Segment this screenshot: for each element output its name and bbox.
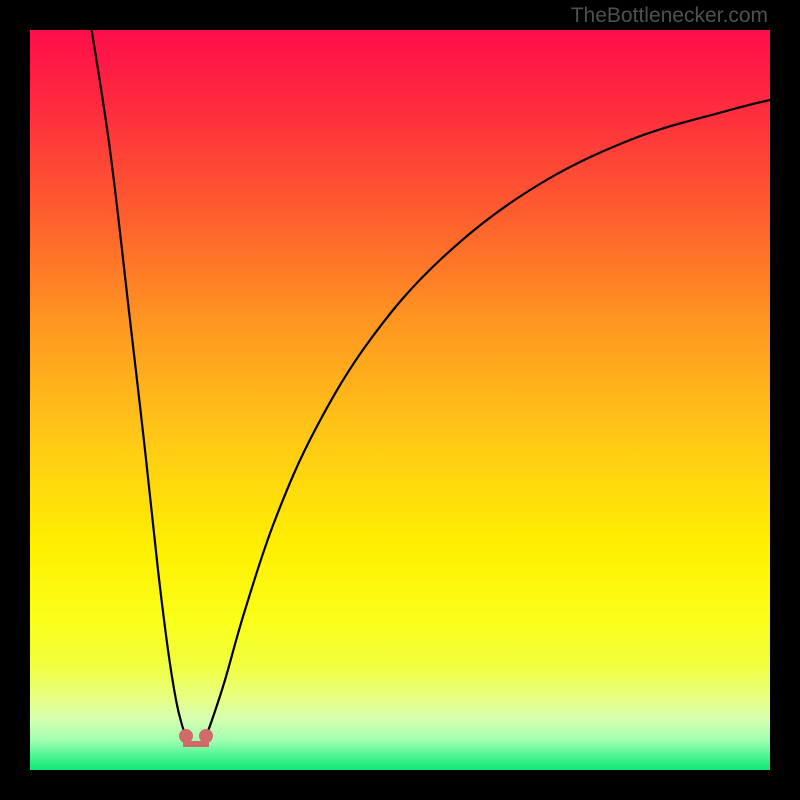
bottleneck-curve	[30, 30, 770, 770]
frame-right	[770, 0, 800, 800]
watermark-text: TheBottlenecker.com	[571, 4, 768, 28]
frame-left	[0, 0, 30, 800]
chart-container: TheBottlenecker.com	[0, 0, 800, 800]
frame-bottom	[0, 770, 800, 800]
valley-connector-bottom	[183, 741, 209, 747]
plot-area	[30, 30, 770, 770]
curve-left-branch	[90, 30, 186, 736]
curve-right-branch	[206, 100, 770, 736]
